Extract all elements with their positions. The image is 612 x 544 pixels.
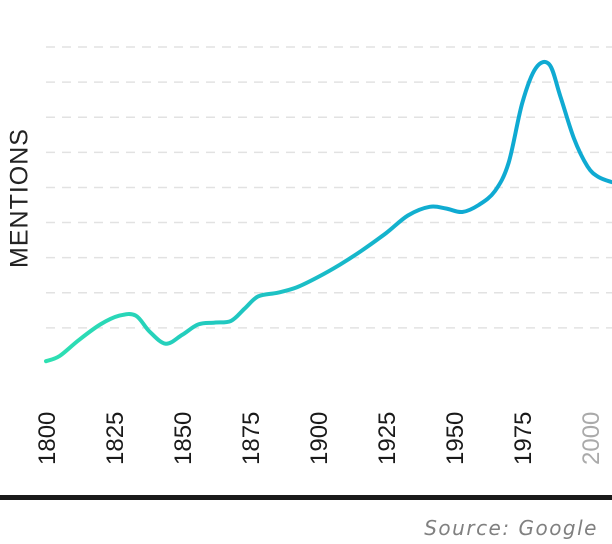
x-tick-labels: 1800 1825 1850 1875 1900 1925 1950 1975 2000 [34, 412, 605, 465]
bottom-rule [0, 495, 612, 500]
y-axis-label: MENTIONS [5, 128, 34, 268]
x-tick-label: 1825 [102, 412, 129, 465]
x-tick-label: 1900 [306, 412, 333, 465]
series-line-mentions [44, 59, 612, 364]
x-tick-label: 1975 [510, 412, 537, 465]
x-tick-label: 1875 [238, 412, 265, 465]
x-tick-label: 1800 [34, 412, 61, 465]
x-tick-label: 1925 [374, 412, 401, 465]
x-tick-label: 1850 [170, 412, 197, 465]
series-layer [44, 59, 612, 364]
source-note: Source: Google [424, 516, 598, 540]
x-tick-label: 2000 [578, 412, 605, 465]
x-tick-label: 1950 [442, 412, 469, 465]
